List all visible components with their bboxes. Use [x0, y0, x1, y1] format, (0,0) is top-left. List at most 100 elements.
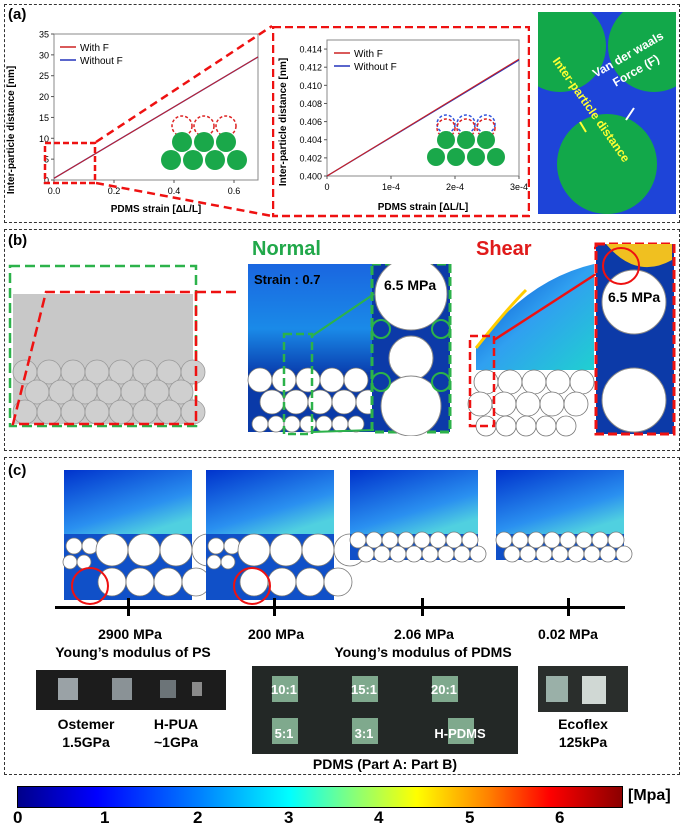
tick-label-200: 200 MPa — [247, 626, 305, 642]
panel-b-label: (b) — [8, 232, 28, 249]
x-tick-label: 0 — [324, 182, 329, 192]
particle — [445, 531, 463, 549]
particle — [343, 367, 369, 393]
pdms-stamp — [352, 676, 378, 702]
colorbar-tick: 6 — [555, 808, 565, 827]
particle — [503, 545, 521, 563]
pdms-stamp — [352, 718, 378, 744]
particle — [168, 379, 194, 405]
chart1-ylabel: Inter-particle distance [nm] — [6, 66, 17, 194]
particle — [76, 554, 92, 570]
chart1-series-with-f — [53, 56, 259, 179]
pdms-stamp — [448, 718, 474, 744]
photo-pdms-stamps: 10:1 15:1 20:1 5:1 3:1 H-PDMS — [252, 666, 518, 754]
chart1-xlabel: PDMS strain [ΔL/L] — [111, 204, 202, 215]
particle — [207, 537, 225, 555]
x-tick-label: 1e-4 — [382, 182, 400, 192]
chart2-legend-without: Without F — [354, 62, 397, 73]
normal-title: Normal — [252, 238, 321, 260]
particle — [461, 531, 479, 549]
hpua-name: H-PUA — [153, 716, 199, 732]
particle — [535, 415, 557, 437]
hpua-modulus: ~1GPa — [154, 734, 198, 750]
pdms-ratio-3: 20:1 — [431, 682, 457, 697]
thumb-ps — [62, 470, 225, 605]
particle — [347, 415, 365, 433]
particle — [206, 554, 222, 570]
particle — [259, 389, 285, 415]
y-tick-label: 5 — [44, 155, 49, 165]
particle — [591, 531, 609, 549]
particle — [36, 399, 62, 425]
chart2-legend-with: With F — [354, 49, 383, 60]
particle — [521, 369, 547, 395]
y-tick-label: 30 — [39, 50, 49, 60]
colorbar — [17, 786, 623, 808]
undeformed-particles — [12, 359, 206, 425]
particle — [381, 531, 399, 549]
particle — [349, 531, 367, 549]
y-tick-label: 0.412 — [299, 63, 322, 73]
y-tick-label: 35 — [39, 30, 49, 40]
fem-thumbnails — [62, 470, 633, 605]
particle — [180, 399, 206, 425]
particle — [535, 545, 553, 563]
normal-fem: Strain : 0.7 6.5 MPa — [247, 264, 452, 436]
x-tick-label: 0.4 — [168, 186, 181, 196]
particle — [615, 545, 633, 563]
particle — [323, 567, 353, 597]
particle — [519, 545, 537, 563]
chart-2: Inter-particle distance [nm] 0.400 0.402 0… — [272, 26, 530, 218]
photo-ecoflex-stamp — [538, 666, 628, 712]
pdms-ratio-6: H-PDMS — [434, 726, 486, 741]
particle — [283, 415, 301, 433]
particle — [357, 545, 375, 563]
particle — [156, 399, 182, 425]
particle — [84, 399, 110, 425]
particle — [373, 545, 391, 563]
panel-a — [4, 4, 680, 223]
particle — [495, 415, 517, 437]
particle — [437, 545, 455, 563]
ostemer-modulus: 1.5GPa — [62, 734, 110, 750]
particle — [551, 545, 569, 563]
particle — [555, 415, 577, 437]
panel-b — [4, 229, 680, 451]
particle — [575, 531, 593, 549]
particle — [95, 533, 129, 567]
ostemer-name: Ostemer — [57, 716, 115, 732]
thumb-pdms-2 — [349, 470, 487, 563]
particle — [269, 533, 303, 567]
particle — [389, 545, 407, 563]
particle — [515, 391, 541, 417]
y-tick-label: 0.408 — [299, 99, 322, 109]
y-tick-label: 0.402 — [299, 153, 322, 163]
chart1-legend-without: Without F — [80, 56, 123, 67]
particle — [567, 545, 585, 563]
shear-fem: 6.5 MPa — [467, 242, 676, 437]
normal-particles — [247, 367, 381, 433]
ecoflex-modulus: 125kPa — [558, 734, 608, 750]
particle — [295, 567, 325, 597]
particle — [267, 567, 297, 597]
particle — [132, 399, 158, 425]
strain-label: Strain : 0.7 — [254, 272, 320, 287]
normal-stress-label: 6.5 MPa — [384, 277, 436, 293]
x-tick-label: 3e-4 — [510, 182, 528, 192]
thumb-pdms-200 — [206, 470, 367, 605]
particle — [563, 391, 589, 417]
ps-modulus-label: Young’s modulus of PS — [55, 644, 211, 660]
particle — [527, 531, 545, 549]
chart-1: Inter-particle distance [nm] 0 5 10 15 20 25 3… — [6, 30, 259, 215]
colorbar-tick: 3 — [284, 808, 294, 827]
particle — [267, 415, 285, 433]
y-tick-label: 0.414 — [299, 45, 322, 55]
pdms-ratio-5: 3:1 — [355, 726, 374, 741]
particle — [65, 537, 83, 555]
particle — [108, 399, 134, 425]
particle — [180, 359, 206, 385]
panel-a-label: (a) — [8, 6, 27, 23]
particle — [583, 545, 601, 563]
chart1-legend-with: With F — [80, 43, 109, 54]
y-tick-label: 0 — [44, 176, 49, 186]
